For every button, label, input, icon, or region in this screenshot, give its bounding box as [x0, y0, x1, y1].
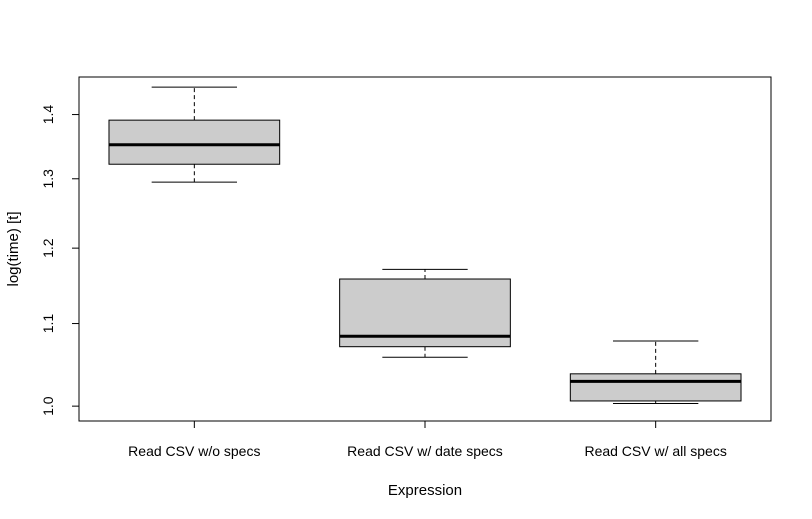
x-axis-label: Expression: [388, 482, 462, 499]
box-item: [108, 86, 281, 183]
y-tick-label: 1.0: [40, 396, 56, 416]
y-tick-label: 1.1: [40, 314, 56, 334]
x-tick-label: Read CSV w/ date specs: [347, 443, 503, 459]
y-tick-label: 1.4: [40, 105, 56, 125]
x-tick-label: Read CSV w/ all specs: [584, 443, 726, 459]
x-axis: Read CSV w/o specs Read CSV w/ date specs…: [128, 421, 727, 459]
box-item: [339, 268, 511, 358]
box-item: [569, 340, 742, 405]
box-iqr: [569, 373, 742, 402]
y-tick-label: 1.3: [40, 169, 56, 189]
y-axis-label: log(time) [t]: [5, 211, 22, 286]
y-tick-label: 1.2: [40, 238, 56, 258]
boxes-group: [108, 86, 742, 405]
box-iqr: [108, 119, 281, 165]
y-axis: 1.0 1.1 1.2 1.3 1.4: [40, 105, 79, 416]
x-tick-label: Read CSV w/o specs: [128, 443, 260, 459]
